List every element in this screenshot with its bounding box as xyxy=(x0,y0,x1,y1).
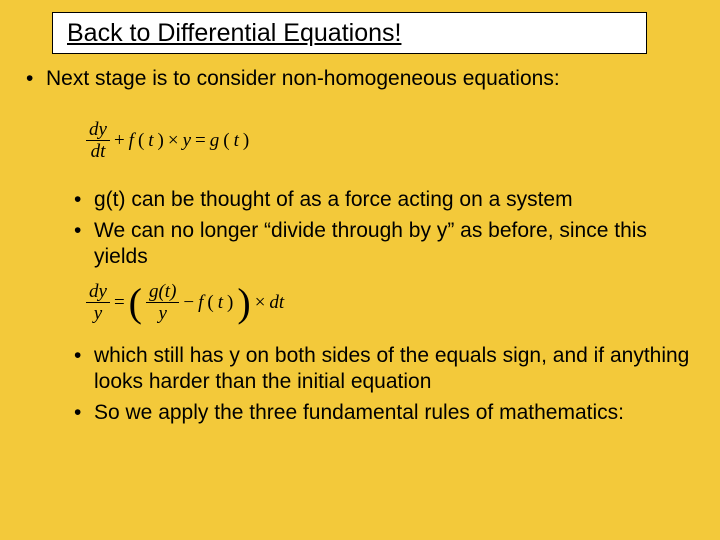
big-paren-open: ( xyxy=(129,283,142,323)
equation-2: dy y = ( g(t) y − f (t) ) × dt xyxy=(86,282,700,323)
bullet-text: Next stage is to consider non-homogeneou… xyxy=(46,67,560,90)
fraction-gt-y: g(t) y xyxy=(146,282,179,323)
fraction-dy-y: dy y xyxy=(86,282,110,323)
slide-title-box: Back to Differential Equations! xyxy=(52,12,647,54)
bullet-level2: So we apply the three fundamental rules … xyxy=(74,400,700,426)
bullet-level1: Next stage is to consider non-homogeneou… xyxy=(26,66,700,92)
equation-1: dy dt + f (t) × y = g (t) xyxy=(86,120,700,161)
fraction-dy-dt: dy dt xyxy=(86,120,110,161)
bullet-text: So we apply the three fundamental rules … xyxy=(94,401,624,424)
bullet-text: g(t) can be thought of as a force acting… xyxy=(94,188,573,211)
big-paren-close: ) xyxy=(237,283,250,323)
bullet-level2: g(t) can be thought of as a force acting… xyxy=(74,187,700,213)
bullet-level2: We can no longer “divide through by y” a… xyxy=(74,218,700,271)
slide-content: Next stage is to consider non-homogeneou… xyxy=(26,66,700,430)
bullet-text: We can no longer “divide through by y” a… xyxy=(94,219,647,268)
slide-title: Back to Differential Equations! xyxy=(67,19,401,48)
paren-inner: g(t) y − f (t) xyxy=(146,282,233,323)
bullet-level2: which still has y on both sides of the e… xyxy=(74,343,700,396)
bullet-text: which still has y on both sides of the e… xyxy=(94,344,689,393)
equation-1-inline: dy dt + f (t) × y = g (t) xyxy=(86,120,249,161)
equation-2-inline: dy y = ( g(t) y − f (t) ) × dt xyxy=(86,282,284,323)
